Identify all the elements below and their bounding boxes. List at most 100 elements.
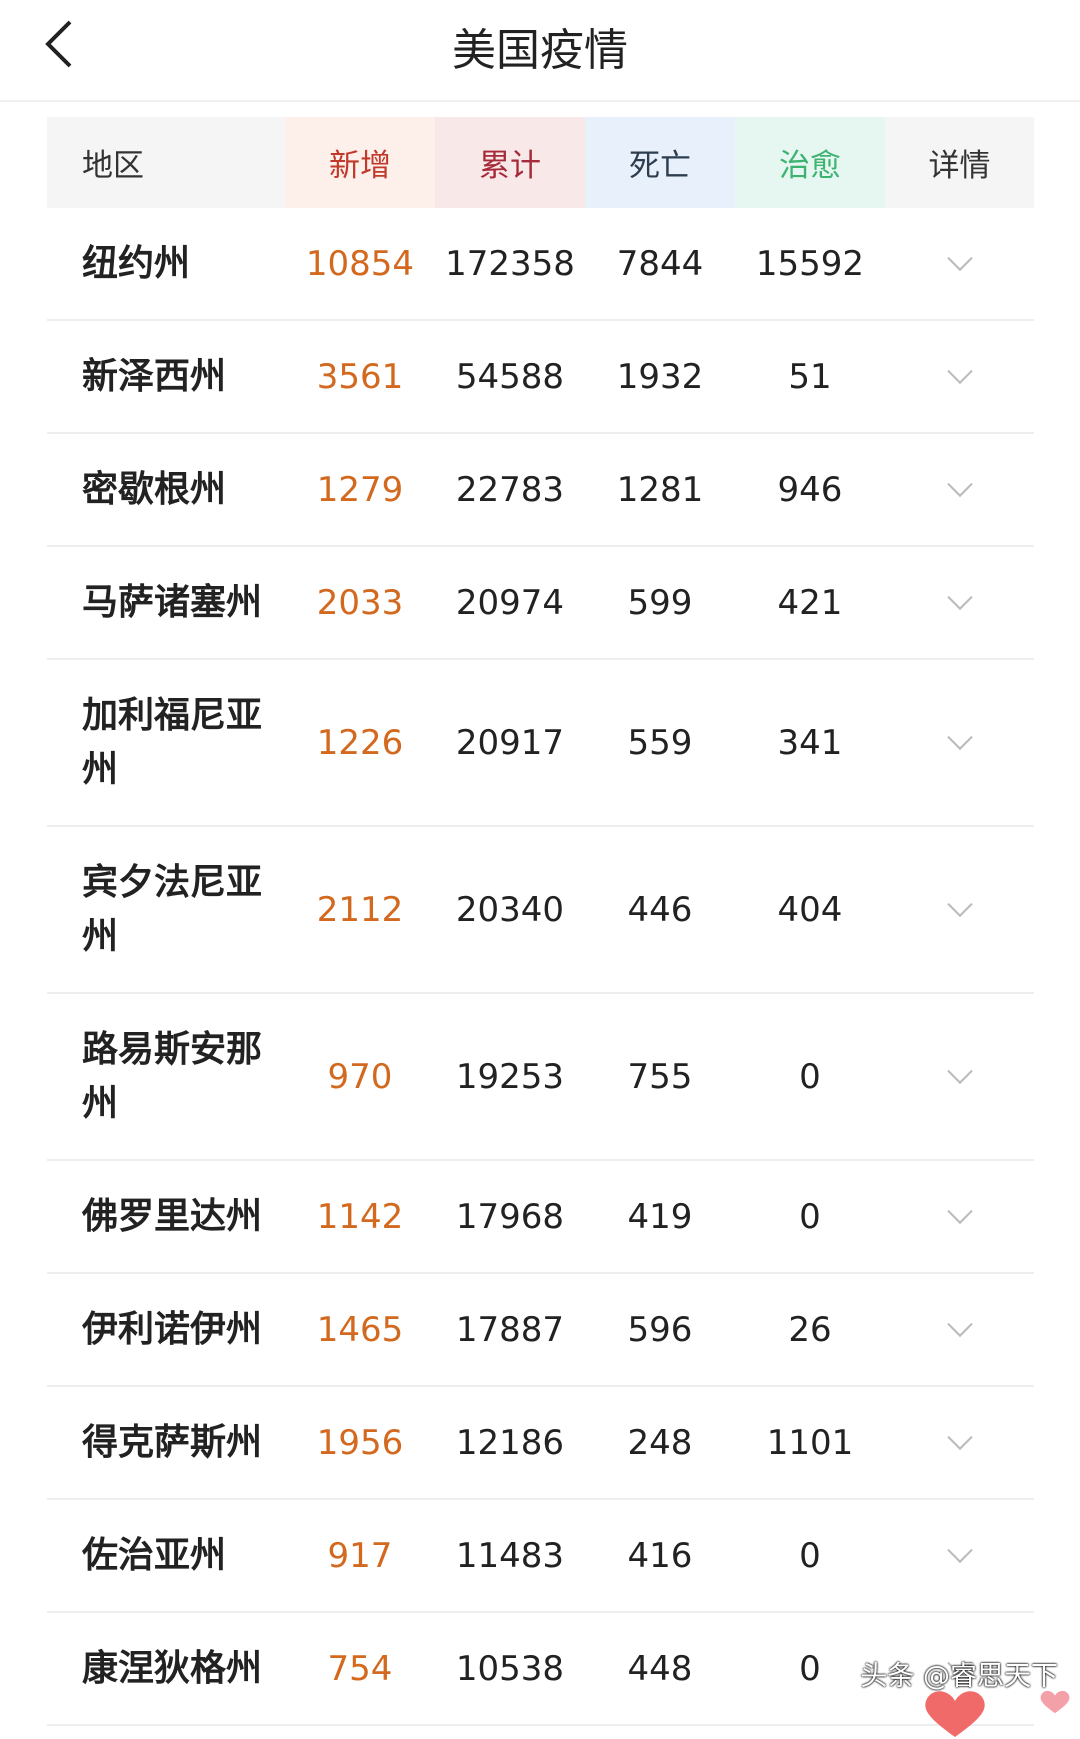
expand-details-button[interactable] [885,891,1034,919]
cell-region: 得克萨斯州 [82,1421,263,1463]
cell-cured: 0 [799,1056,821,1097]
column-header-deaths: 死亡 [585,117,735,208]
cell-new: 1956 [316,1422,404,1463]
chevron-down-icon [946,358,973,384]
table-row[interactable]: 路易斯安那州 970 19253 755 0 [47,994,1034,1161]
expand-details-button[interactable] [885,584,1034,612]
expand-details-button[interactable] [885,1537,1034,1565]
back-button[interactable] [40,14,90,74]
cell-cured: 1101 [766,1422,854,1463]
table-row[interactable]: 马萨诸塞州 2033 20974 599 421 [47,547,1034,660]
table-row[interactable]: 新泽西州 3561 54588 1932 51 [47,321,1034,434]
expand-details-button[interactable] [885,1311,1034,1339]
table-row[interactable]: 密歇根州 1279 22783 1281 946 [47,434,1034,547]
cell-cured: 946 [777,469,843,510]
cell-region: 马萨诸塞州 [82,581,263,623]
cell-new: 970 [327,1056,393,1097]
cell-new: 2112 [316,889,404,930]
cell-deaths: 7844 [616,243,704,284]
column-header-total: 累计 [435,117,585,208]
cell-region: 佛罗里达州 [82,1195,263,1237]
table-row[interactable]: 佛罗里达州 1142 17968 419 0 [47,1161,1034,1274]
cell-new: 1279 [316,469,404,510]
cell-deaths: 1932 [616,356,704,397]
table-row[interactable]: 纽约州 10854 172358 7844 15592 [47,208,1034,321]
heart-icon [1040,1690,1070,1714]
cell-deaths: 596 [627,1309,693,1350]
cell-cured: 0 [799,1648,821,1689]
table-row[interactable]: 佐治亚州 917 11483 416 0 [47,1500,1034,1613]
chevron-down-icon [946,1424,973,1450]
expand-details-button[interactable] [885,1198,1034,1226]
cell-cured: 15592 [755,243,865,284]
table-header: 地区 新增 累计 死亡 治愈 详情 [47,117,1034,208]
cell-deaths: 755 [627,1056,693,1097]
table-row[interactable]: 得克萨斯州 1956 12186 248 1101 [47,1387,1034,1500]
cell-cured: 0 [799,1196,821,1237]
chevron-down-icon [946,891,973,917]
cell-new: 2033 [316,582,404,623]
top-bar: 美国疫情 [0,0,1080,102]
cell-region: 佐治亚州 [82,1534,227,1576]
cell-cured: 421 [777,582,843,623]
chevron-left-icon [45,20,72,68]
chevron-down-icon [946,471,973,497]
cell-region: 新泽西州 [82,355,227,397]
column-header-detail: 详情 [885,117,1034,208]
cell-cured: 51 [788,356,832,397]
chevron-down-icon [946,1058,973,1084]
chevron-down-icon [946,584,973,610]
expand-details-button[interactable] [885,1058,1034,1086]
cell-total: 20974 [455,582,565,623]
watermark: 头条 @睿思天下 [860,1661,1058,1692]
chevron-down-icon [946,1311,973,1337]
cell-total: 17968 [455,1196,565,1237]
cell-region: 加利福尼亚州 [82,694,263,790]
cell-new: 10854 [305,243,415,284]
expand-details-button[interactable] [885,471,1034,499]
chevron-down-icon [946,245,973,271]
cell-total: 20917 [455,722,565,763]
table-row[interactable]: 伊利诺伊州 1465 17887 596 26 [47,1274,1034,1387]
table-body: 纽约州 10854 172358 7844 15592 新泽西州 3561 54588 1932… [47,208,1034,1726]
cell-new: 1142 [316,1196,404,1237]
cell-total: 10538 [455,1648,565,1689]
cell-cured: 26 [788,1309,832,1350]
page-title: 美国疫情 [452,25,628,76]
cell-deaths: 559 [627,722,693,763]
heart-icon [925,1691,985,1737]
expand-details-button[interactable] [885,245,1034,273]
cell-region: 密歇根州 [82,468,227,510]
column-header-region: 地区 [47,117,285,208]
cell-total: 17887 [455,1309,565,1350]
cell-deaths: 1281 [616,469,704,510]
cell-new: 1226 [316,722,404,763]
cell-deaths: 446 [627,889,693,930]
cell-new: 1465 [316,1309,404,1350]
column-header-cured: 治愈 [735,117,885,208]
state-table: 地区 新增 累计 死亡 治愈 详情 纽约州 10854 172358 7844 15592 新泽西州… [47,117,1034,1726]
cell-region: 宾夕法尼亚州 [82,861,263,957]
cell-region: 路易斯安那州 [82,1028,263,1124]
cell-region: 康涅狄格州 [82,1647,263,1689]
cell-region: 纽约州 [82,242,191,284]
cell-new: 754 [327,1648,393,1689]
cell-new: 917 [327,1535,393,1576]
column-header-new: 新增 [285,117,435,208]
expand-details-button[interactable] [885,358,1034,386]
cell-total: 20340 [455,889,565,930]
chevron-down-icon [946,1198,973,1224]
table-row[interactable]: 宾夕法尼亚州 2112 20340 446 404 [47,827,1034,994]
cell-deaths: 248 [627,1422,693,1463]
cell-region: 伊利诺伊州 [82,1308,263,1350]
cell-cured: 341 [777,722,843,763]
expand-details-button[interactable] [885,724,1034,752]
cell-deaths: 419 [627,1196,693,1237]
chevron-down-icon [946,1537,973,1563]
cell-new: 3561 [316,356,404,397]
table-row[interactable]: 加利福尼亚州 1226 20917 559 341 [47,660,1034,827]
expand-details-button[interactable] [885,1424,1034,1452]
chevron-down-icon [946,724,973,750]
cell-total: 22783 [455,469,565,510]
cell-total: 11483 [455,1535,565,1576]
